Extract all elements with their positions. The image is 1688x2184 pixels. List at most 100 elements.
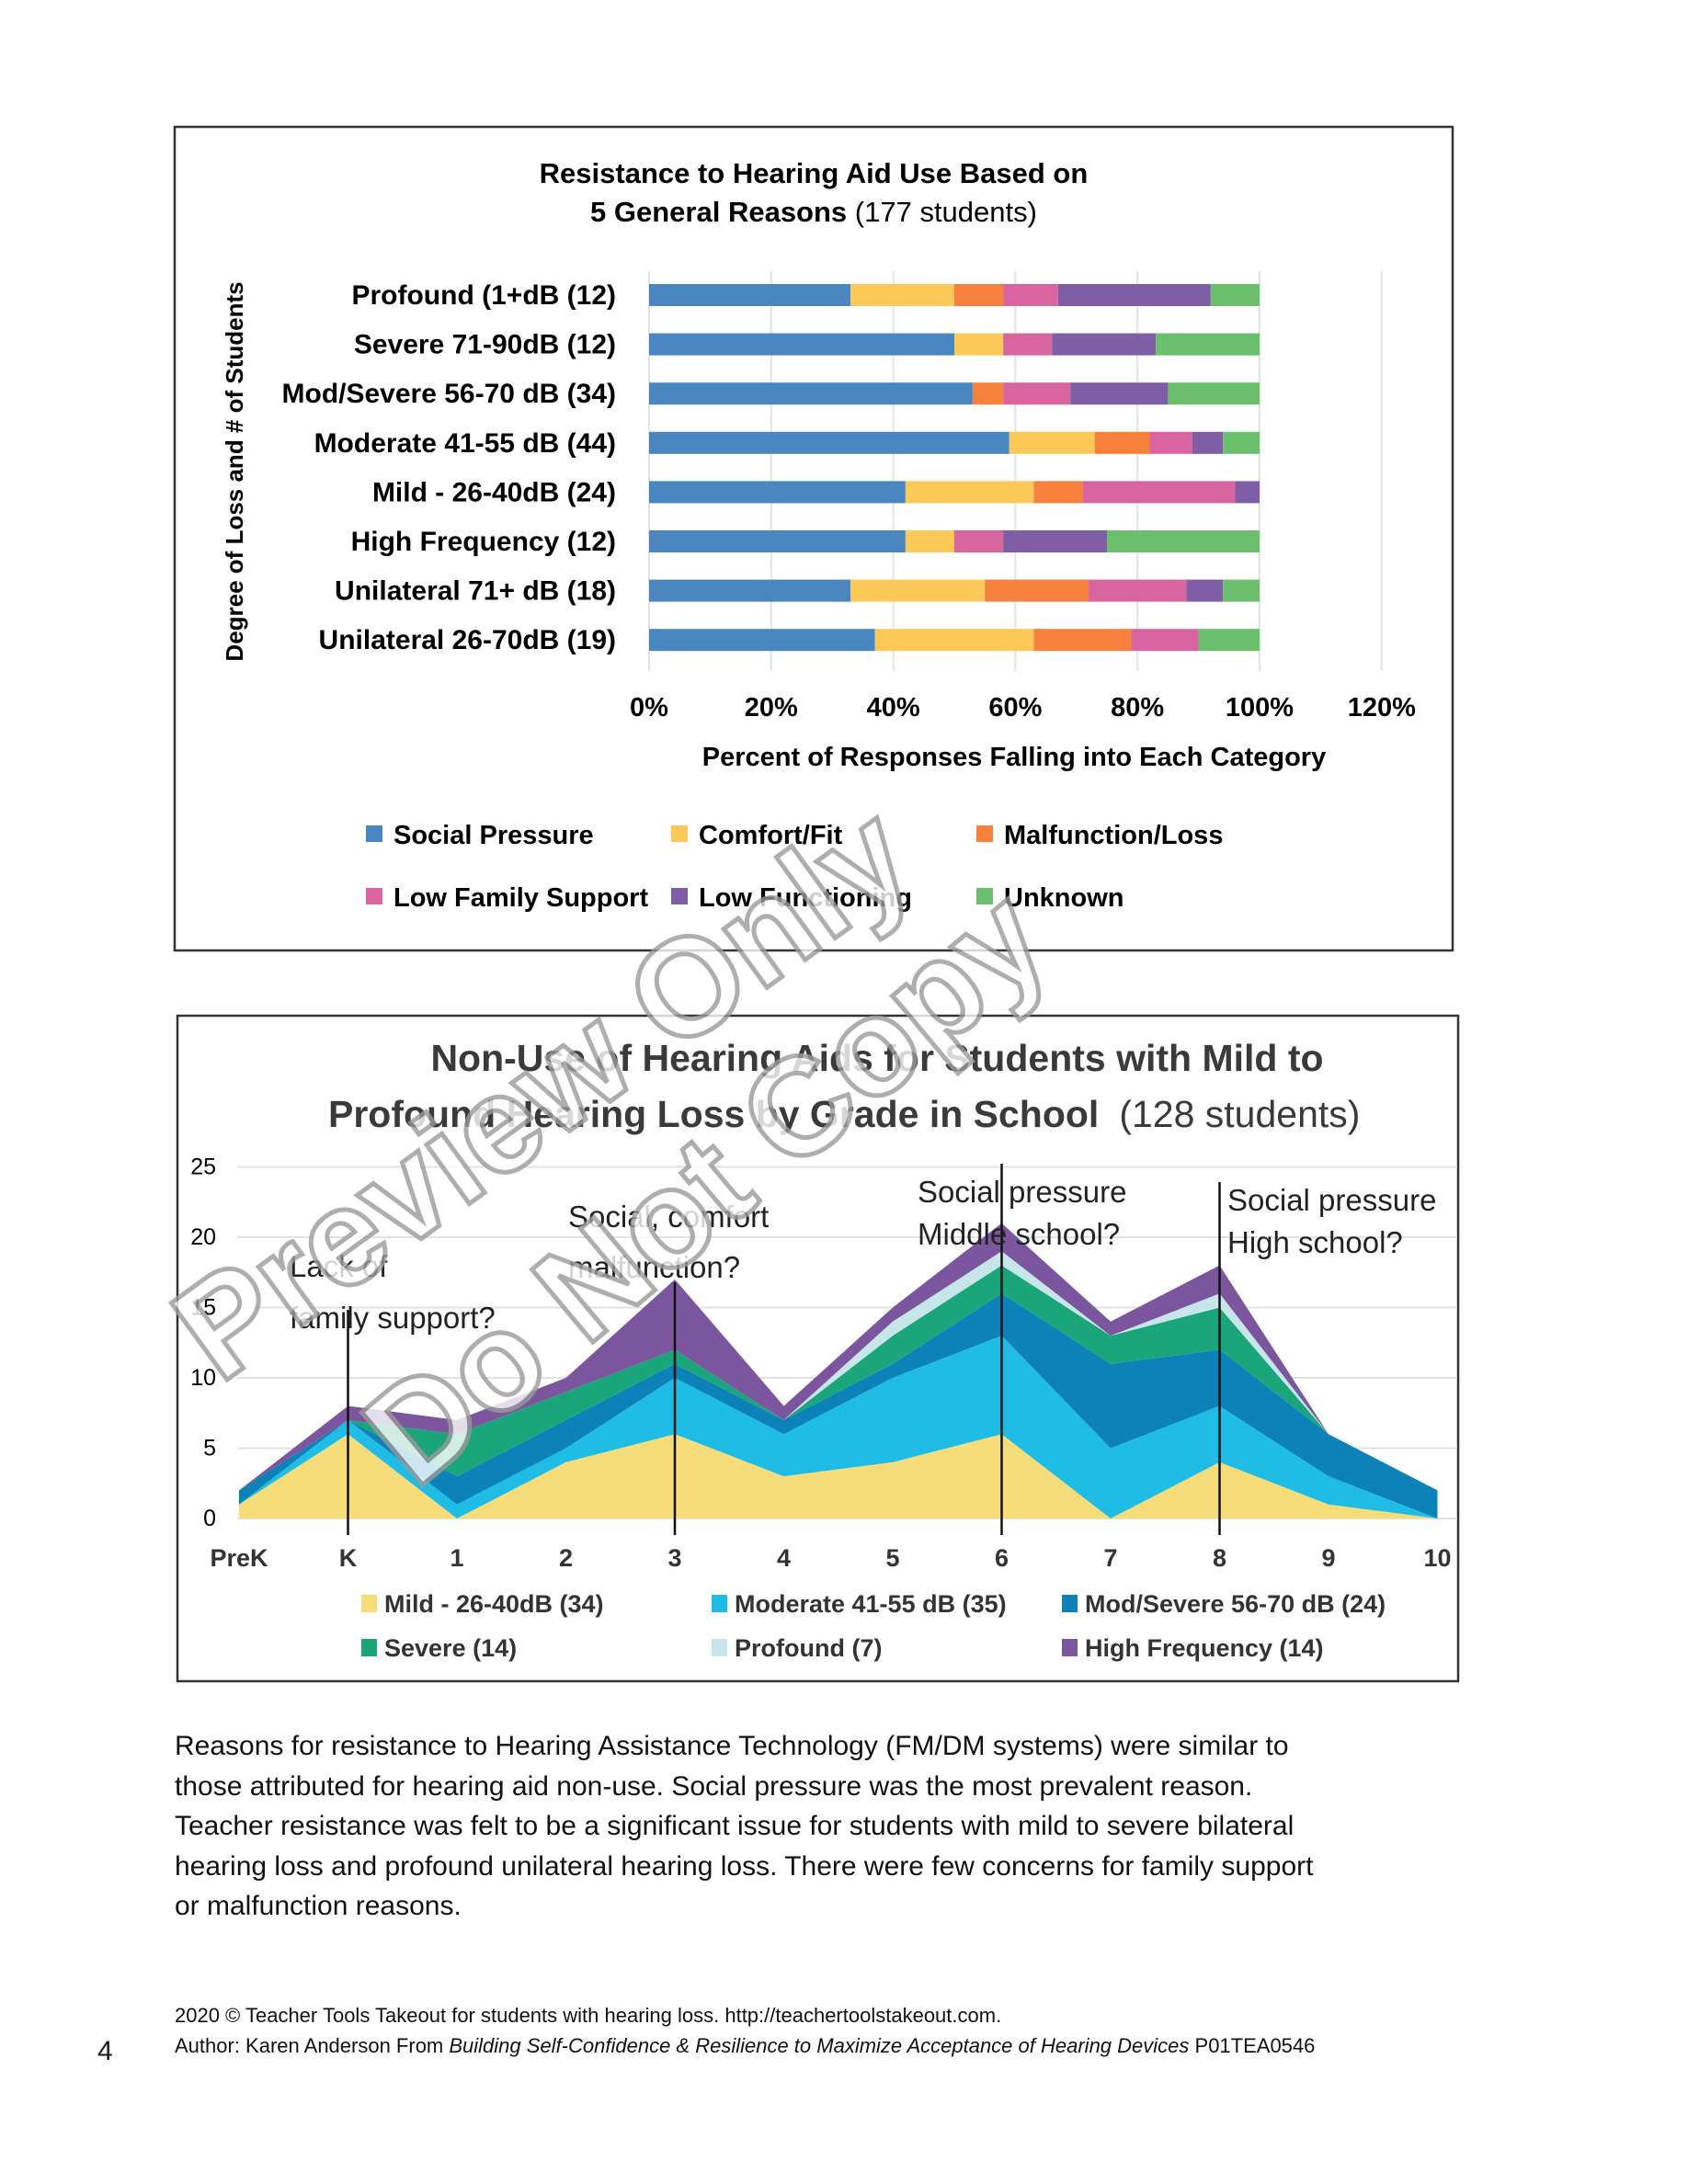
annotation-text: High school? [1227,1225,1403,1259]
bar-segment [1070,382,1169,405]
body-paragraph: Reasons for resistance to Hearing Assist… [175,1726,1462,1927]
bar-segment [1009,431,1095,454]
category-label: Profound (1+dB (12) [351,280,616,311]
x-tick-label: 0% [630,693,668,722]
bar-segment [1003,530,1107,552]
bar-segment [985,579,1089,602]
bar-segment [1003,284,1058,306]
area-chart-title-bold: Profound Hearing Loss by Grade in School [328,1093,1099,1135]
x-tick-label: 20% [745,693,798,722]
bar-segment [1057,284,1211,306]
y-tick-label: 10 [190,1365,216,1391]
bar-segment [954,530,1004,552]
bar-segment [1235,481,1260,504]
x-tick-label: 8 [1213,1544,1226,1572]
bar-segment [954,284,1004,306]
legend-swatch [671,888,688,904]
legend-label: Unknown [1004,883,1124,913]
legend-label: Comfort/Fit [699,821,843,850]
area-chart-frame [176,1014,1460,1683]
legend-swatch [1062,1639,1078,1656]
x-tick-label: 4 [777,1544,791,1572]
area-layer [239,1223,1438,1491]
x-tick-label: 3 [667,1544,681,1572]
footer-book-title: Building Self-Confidence & Resilience to… [449,2034,1190,2057]
bar-segment [1192,431,1224,454]
legend-label: Mild - 26-40dB (34) [384,1590,604,1618]
legend-label: Low Functioning [699,883,912,913]
bar-segment [649,333,954,356]
annotation-text: Social pressure [918,1175,1126,1209]
legend-swatch [366,825,382,842]
legend-swatch [1062,1595,1078,1612]
x-tick-label: 80% [1111,693,1164,722]
bar-segment [649,481,906,504]
bar-chart-xlabel: Percent of Responses Falling into Each C… [702,743,1326,772]
bar-segment [1156,333,1260,356]
legend-swatch [712,1639,727,1656]
annotation-text: Middle school? [918,1217,1120,1251]
legend-swatch [712,1595,727,1612]
bar-segment [1094,431,1150,454]
bar-segment [874,629,1034,652]
x-tick-label: 5 [885,1544,899,1572]
bar-segment [1223,579,1260,602]
page-number: 4 [97,2036,113,2066]
bar-chart-frame [173,125,1454,952]
area-layer [239,1251,1438,1491]
x-tick-label: 60% [988,693,1042,722]
area-chart-title-rest: (128 students) [1119,1093,1360,1135]
annotation-text: Social pressure [1227,1183,1436,1217]
bar-segment [972,382,1004,405]
bar-segment [1107,530,1260,552]
x-tick-label: 6 [995,1544,1009,1572]
bar-segment [1149,431,1192,454]
legend-label: Severe (14) [384,1634,517,1662]
legend-swatch [366,888,382,904]
footer-code: P01TEA0546 [1189,2034,1316,2057]
x-tick-label: 7 [1103,1544,1117,1572]
area-layer [239,1434,1438,1519]
x-tick-label: 120% [1348,693,1416,722]
bar-chart-title-line1: Resistance to Hearing Aid Use Based on [540,157,1089,189]
bar-segment [850,284,954,306]
bar-segment [1003,382,1071,405]
category-label: Unilateral 26-70dB (19) [319,625,616,655]
legend-swatch [361,1595,377,1612]
bar-segment [649,284,851,306]
legend-label: Low Family Support [393,883,648,913]
bar-segment [649,579,851,602]
y-tick-label: 20 [190,1224,216,1250]
category-label: Moderate 41-55 dB (44) [314,428,616,459]
legend-swatch [671,825,688,842]
x-tick-label: 1 [450,1544,463,1572]
x-tick-label: 9 [1321,1544,1335,1572]
area-chart-title-line1: Non-Use of Hearing Aids for Students wit… [430,1037,1323,1079]
y-tick-label: 25 [190,1155,216,1180]
category-label: Unilateral 71+ dB (18) [335,576,616,607]
bar-chart-ylabel: Degree of Loss and # of Students [221,281,248,661]
bar-segment [1210,284,1260,306]
bar-chart-title-line2: 5 General Reasons (177 students) [590,196,1037,228]
footer-author: Author: Karen Anderson From Building Sel… [175,2034,1315,2058]
category-label: High Frequency (12) [351,527,616,557]
paragraph-line: those attributed for hearing aid non-use… [175,1770,1253,1802]
legend-swatch [976,888,993,904]
bar-segment [1198,629,1260,652]
bar-chart-plot: 0% 20% 40% 60% 80% 100% 120% Profound (1+dB (12… [282,271,1416,913]
bar-segment [1033,629,1132,652]
legend-label: High Frequency (14) [1085,1634,1324,1662]
footer-author-name: Author: Karen Anderson From [175,2034,450,2057]
bar-segment [1052,333,1157,356]
y-tick-label: 0 [203,1506,216,1531]
annotation-text: Lack of [290,1249,388,1283]
paragraph-line: Teacher resistance was felt to be a sign… [175,1811,1295,1841]
bar-segment [905,530,954,552]
bar-segment [905,481,1034,504]
bar-segment [649,431,1009,454]
paragraph-line: or malfunction reasons. [175,1891,462,1921]
bar-segment [1089,579,1187,602]
area-chart-title-line2: Profound Hearing Loss by Grade in School… [328,1093,1360,1135]
footer-copyright: 2020 © Teacher Tools Takeout for student… [175,2004,1002,2027]
